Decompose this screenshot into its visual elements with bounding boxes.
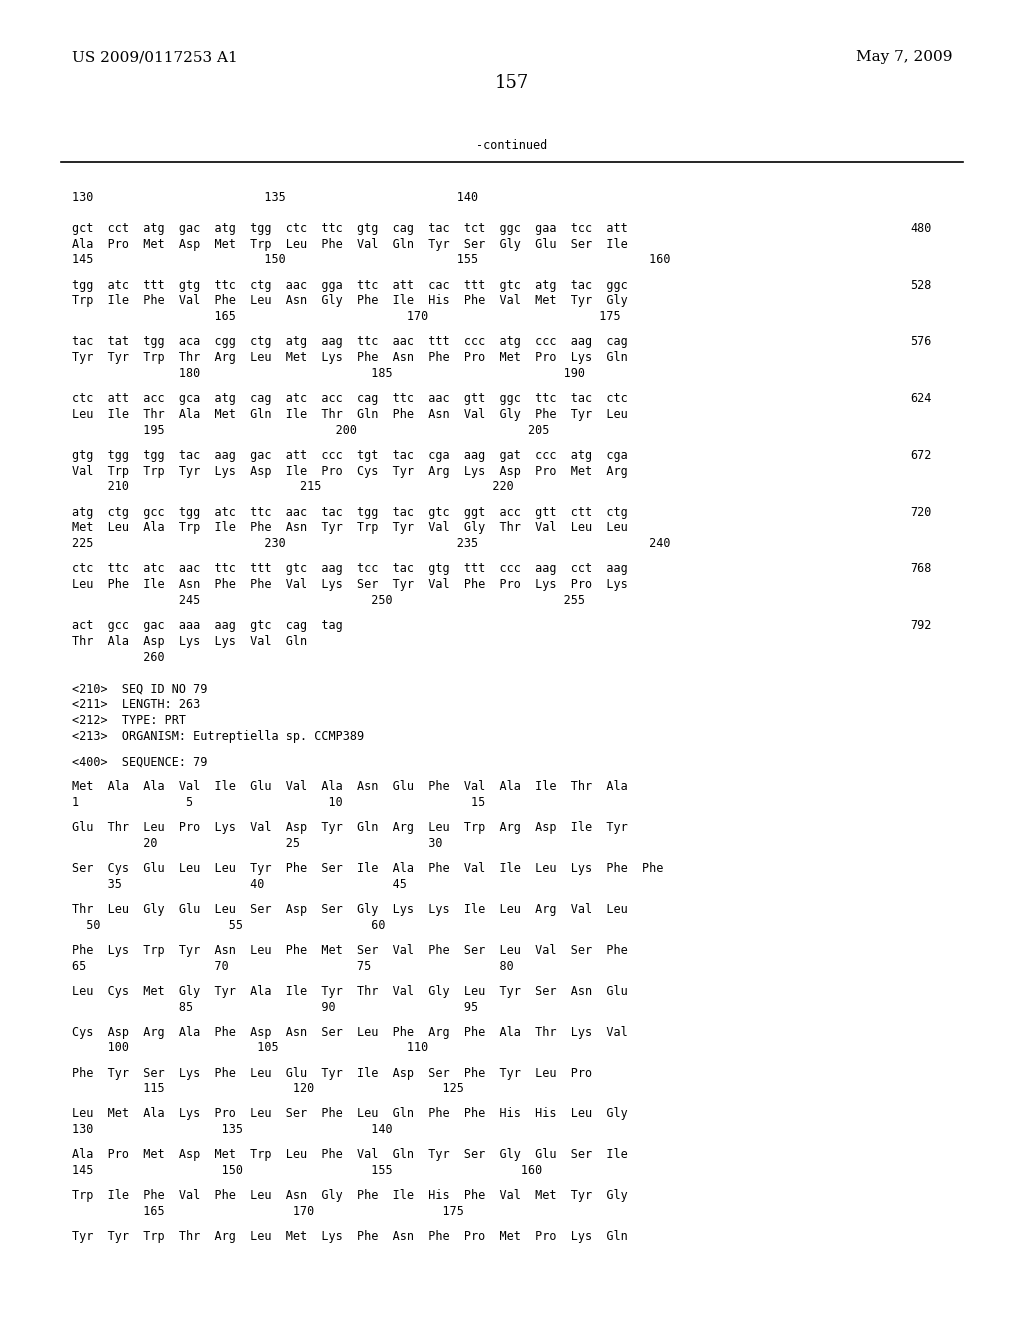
Text: 792: 792 [910, 619, 932, 632]
Text: May 7, 2009: May 7, 2009 [856, 50, 952, 65]
Text: atg  ctg  gcc  tgg  atc  ttc  aac  tac  tgg  tac  gtc  ggt  acc  gtt  ctt  ctg: atg ctg gcc tgg atc ttc aac tac tgg tac … [72, 506, 628, 519]
Text: 225                        230                        235                       : 225 230 235 [72, 537, 670, 550]
Text: ctc  att  acc  gca  atg  cag  atc  acc  cag  ttc  aac  gtt  ggc  ttc  tac  ctc: ctc att acc gca atg cag atc acc cag ttc … [72, 392, 628, 405]
Text: Met  Leu  Ala  Trp  Ile  Phe  Asn  Tyr  Trp  Tyr  Val  Gly  Thr  Val  Leu  Leu: Met Leu Ala Trp Ile Phe Asn Tyr Trp Tyr … [72, 521, 628, 535]
Text: tac  tat  tgg  aca  cgg  ctg  atg  aag  ttc  aac  ttt  ccc  atg  ccc  aag  cag: tac tat tgg aca cgg ctg atg aag ttc aac … [72, 335, 628, 348]
Text: 245                        250                        255: 245 250 255 [72, 594, 585, 607]
Text: 180                        185                        190: 180 185 190 [72, 367, 585, 380]
Text: 260: 260 [72, 651, 164, 664]
Text: -continued: -continued [476, 139, 548, 152]
Text: Leu  Cys  Met  Gly  Tyr  Ala  Ile  Tyr  Thr  Val  Gly  Leu  Tyr  Ser  Asn  Glu: Leu Cys Met Gly Tyr Ala Ile Tyr Thr Val … [72, 985, 628, 998]
Text: 20                  25                  30: 20 25 30 [72, 837, 442, 850]
Text: <213>  ORGANISM: Eutreptiella sp. CCMP389: <213> ORGANISM: Eutreptiella sp. CCMP389 [72, 730, 364, 743]
Text: Thr  Leu  Gly  Glu  Leu  Ser  Asp  Ser  Gly  Lys  Lys  Ile  Leu  Arg  Val  Leu: Thr Leu Gly Glu Leu Ser Asp Ser Gly Lys … [72, 903, 628, 916]
Text: Leu  Phe  Ile  Asn  Phe  Phe  Val  Lys  Ser  Tyr  Val  Phe  Pro  Lys  Pro  Lys: Leu Phe Ile Asn Phe Phe Val Lys Ser Tyr … [72, 578, 628, 591]
Text: 130                        135                        140: 130 135 140 [72, 191, 478, 205]
Text: 720: 720 [910, 506, 932, 519]
Text: 65                  70                  75                  80: 65 70 75 80 [72, 960, 513, 973]
Text: 145                  150                  155                  160: 145 150 155 160 [72, 1164, 542, 1177]
Text: Thr  Ala  Asp  Lys  Lys  Val  Gln: Thr Ala Asp Lys Lys Val Gln [72, 635, 307, 648]
Text: Tyr  Tyr  Trp  Thr  Arg  Leu  Met  Lys  Phe  Asn  Phe  Pro  Met  Pro  Lys  Gln: Tyr Tyr Trp Thr Arg Leu Met Lys Phe Asn … [72, 1230, 628, 1243]
Text: Glu  Thr  Leu  Pro  Lys  Val  Asp  Tyr  Gln  Arg  Leu  Trp  Arg  Asp  Ile  Tyr: Glu Thr Leu Pro Lys Val Asp Tyr Gln Arg … [72, 821, 628, 834]
Text: <400>  SEQUENCE: 79: <400> SEQUENCE: 79 [72, 755, 207, 768]
Text: 480: 480 [910, 222, 932, 235]
Text: 576: 576 [910, 335, 932, 348]
Text: 130                  135                  140: 130 135 140 [72, 1123, 392, 1137]
Text: act  gcc  gac  aaa  aag  gtc  cag  tag: act gcc gac aaa aag gtc cag tag [72, 619, 342, 632]
Text: gtg  tgg  tgg  tac  aag  gac  att  ccc  tgt  tac  cga  aag  gat  ccc  atg  cga: gtg tgg tgg tac aag gac att ccc tgt tac … [72, 449, 628, 462]
Text: 50                  55                  60: 50 55 60 [72, 919, 385, 932]
Text: 1               5                   10                  15: 1 5 10 15 [72, 796, 485, 809]
Text: gct  cct  atg  gac  atg  tgg  ctc  ttc  gtg  cag  tac  tct  ggc  gaa  tcc  att: gct cct atg gac atg tgg ctc ttc gtg cag … [72, 222, 628, 235]
Text: Leu  Met  Ala  Lys  Pro  Leu  Ser  Phe  Leu  Gln  Phe  Phe  His  His  Leu  Gly: Leu Met Ala Lys Pro Leu Ser Phe Leu Gln … [72, 1107, 628, 1121]
Text: ctc  ttc  atc  aac  ttc  ttt  gtc  aag  tcc  tac  gtg  ttt  ccc  aag  cct  aag: ctc ttc atc aac ttc ttt gtc aag tcc tac … [72, 562, 628, 576]
Text: 100                  105                  110: 100 105 110 [72, 1041, 428, 1055]
Text: Phe  Tyr  Ser  Lys  Phe  Leu  Glu  Tyr  Ile  Asp  Ser  Phe  Tyr  Leu  Pro: Phe Tyr Ser Lys Phe Leu Glu Tyr Ile Asp … [72, 1067, 592, 1080]
Text: 145                        150                        155                       : 145 150 155 [72, 253, 670, 267]
Text: 210                        215                        220: 210 215 220 [72, 480, 513, 494]
Text: Leu  Ile  Thr  Ala  Met  Gln  Ile  Thr  Gln  Phe  Asn  Val  Gly  Phe  Tyr  Leu: Leu Ile Thr Ala Met Gln Ile Thr Gln Phe … [72, 408, 628, 421]
Text: Ala  Pro  Met  Asp  Met  Trp  Leu  Phe  Val  Gln  Tyr  Ser  Gly  Glu  Ser  Ile: Ala Pro Met Asp Met Trp Leu Phe Val Gln … [72, 1148, 628, 1162]
Text: <210>  SEQ ID NO 79: <210> SEQ ID NO 79 [72, 682, 207, 696]
Text: Met  Ala  Ala  Val  Ile  Glu  Val  Ala  Asn  Glu  Phe  Val  Ala  Ile  Thr  Ala: Met Ala Ala Val Ile Glu Val Ala Asn Glu … [72, 780, 628, 793]
Text: Val  Trp  Trp  Tyr  Lys  Asp  Ile  Pro  Cys  Tyr  Arg  Lys  Asp  Pro  Met  Arg: Val Trp Trp Tyr Lys Asp Ile Pro Cys Tyr … [72, 465, 628, 478]
Text: 35                  40                  45: 35 40 45 [72, 878, 407, 891]
Text: 85                  90                  95: 85 90 95 [72, 1001, 478, 1014]
Text: Phe  Lys  Trp  Tyr  Asn  Leu  Phe  Met  Ser  Val  Phe  Ser  Leu  Val  Ser  Phe: Phe Lys Trp Tyr Asn Leu Phe Met Ser Val … [72, 944, 628, 957]
Text: 165                  170                  175: 165 170 175 [72, 1205, 464, 1218]
Text: 624: 624 [910, 392, 932, 405]
Text: 768: 768 [910, 562, 932, 576]
Text: 195                        200                        205: 195 200 205 [72, 424, 549, 437]
Text: Tyr  Tyr  Trp  Thr  Arg  Leu  Met  Lys  Phe  Asn  Phe  Pro  Met  Pro  Lys  Gln: Tyr Tyr Trp Thr Arg Leu Met Lys Phe Asn … [72, 351, 628, 364]
Text: 115                  120                  125: 115 120 125 [72, 1082, 464, 1096]
Text: Trp  Ile  Phe  Val  Phe  Leu  Asn  Gly  Phe  Ile  His  Phe  Val  Met  Tyr  Gly: Trp Ile Phe Val Phe Leu Asn Gly Phe Ile … [72, 294, 628, 308]
Text: Ala  Pro  Met  Asp  Met  Trp  Leu  Phe  Val  Gln  Tyr  Ser  Gly  Glu  Ser  Ile: Ala Pro Met Asp Met Trp Leu Phe Val Gln … [72, 238, 628, 251]
Text: US 2009/0117253 A1: US 2009/0117253 A1 [72, 50, 238, 65]
Text: Ser  Cys  Glu  Leu  Leu  Tyr  Phe  Ser  Ile  Ala  Phe  Val  Ile  Leu  Lys  Phe  : Ser Cys Glu Leu Leu Tyr Phe Ser Ile Ala … [72, 862, 664, 875]
Text: <212>  TYPE: PRT: <212> TYPE: PRT [72, 714, 185, 727]
Text: 157: 157 [495, 74, 529, 92]
Text: tgg  atc  ttt  gtg  ttc  ctg  aac  gga  ttc  att  cac  ttt  gtc  atg  tac  ggc: tgg atc ttt gtg ttc ctg aac gga ttc att … [72, 279, 628, 292]
Text: <211>  LENGTH: 263: <211> LENGTH: 263 [72, 698, 200, 711]
Text: Cys  Asp  Arg  Ala  Phe  Asp  Asn  Ser  Leu  Phe  Arg  Phe  Ala  Thr  Lys  Val: Cys Asp Arg Ala Phe Asp Asn Ser Leu Phe … [72, 1026, 628, 1039]
Text: 672: 672 [910, 449, 932, 462]
Text: 165                        170                        175: 165 170 175 [72, 310, 621, 323]
Text: 528: 528 [910, 279, 932, 292]
Text: Trp  Ile  Phe  Val  Phe  Leu  Asn  Gly  Phe  Ile  His  Phe  Val  Met  Tyr  Gly: Trp Ile Phe Val Phe Leu Asn Gly Phe Ile … [72, 1189, 628, 1203]
